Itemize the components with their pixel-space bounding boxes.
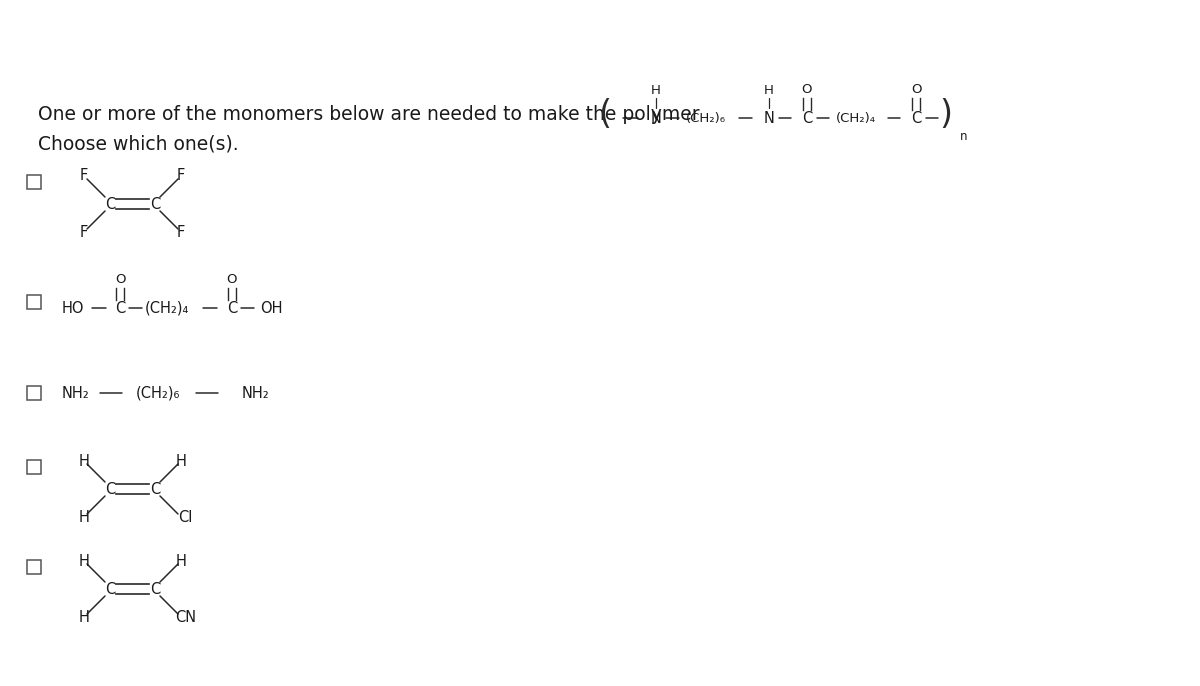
Text: F: F xyxy=(80,224,88,239)
Text: NH₂: NH₂ xyxy=(242,386,270,401)
Text: (CH₂)₄: (CH₂)₄ xyxy=(145,300,190,316)
Text: CN: CN xyxy=(175,609,197,624)
Bar xyxy=(26,295,41,309)
Bar xyxy=(26,175,41,189)
Bar xyxy=(26,460,41,474)
Text: O: O xyxy=(911,82,922,95)
Text: C: C xyxy=(911,110,922,126)
Text: O: O xyxy=(227,272,238,285)
Text: C: C xyxy=(150,196,160,211)
Text: H: H xyxy=(78,453,90,469)
Text: H: H xyxy=(78,609,90,624)
Text: C: C xyxy=(115,300,125,316)
Bar xyxy=(26,386,41,400)
Text: (: ( xyxy=(599,97,612,130)
Text: H: H xyxy=(175,453,186,469)
Text: H: H xyxy=(78,554,90,569)
Text: N: N xyxy=(763,110,774,126)
Text: C: C xyxy=(150,582,160,597)
Text: C: C xyxy=(802,110,812,126)
Text: H: H xyxy=(764,84,774,97)
Text: OH: OH xyxy=(260,300,282,316)
Text: HO: HO xyxy=(62,300,84,316)
Text: H: H xyxy=(175,554,186,569)
Text: N: N xyxy=(650,110,661,126)
Text: F: F xyxy=(176,224,185,239)
Text: C: C xyxy=(104,196,115,211)
Text: H: H xyxy=(652,84,661,97)
Text: Choose which one(s).: Choose which one(s). xyxy=(38,134,239,154)
Text: (CH₂)₄: (CH₂)₄ xyxy=(836,112,876,124)
Text: (CH₂)₆: (CH₂)₆ xyxy=(686,112,726,124)
Text: C: C xyxy=(150,482,160,497)
Text: O: O xyxy=(115,272,125,285)
Text: Cl: Cl xyxy=(178,510,192,525)
Text: C: C xyxy=(227,300,238,316)
Text: ): ) xyxy=(940,97,953,130)
Text: n: n xyxy=(960,130,967,143)
Text: One or more of the monomers below are needed to make the polymer: One or more of the monomers below are ne… xyxy=(38,104,700,123)
Text: F: F xyxy=(80,169,88,183)
Text: O: O xyxy=(802,82,812,95)
Text: (CH₂)₆: (CH₂)₆ xyxy=(136,386,180,401)
Text: F: F xyxy=(176,169,185,183)
Text: C: C xyxy=(104,582,115,597)
Text: H: H xyxy=(78,510,90,525)
Bar xyxy=(26,560,41,574)
Text: NH₂: NH₂ xyxy=(62,386,90,401)
Text: C: C xyxy=(104,482,115,497)
